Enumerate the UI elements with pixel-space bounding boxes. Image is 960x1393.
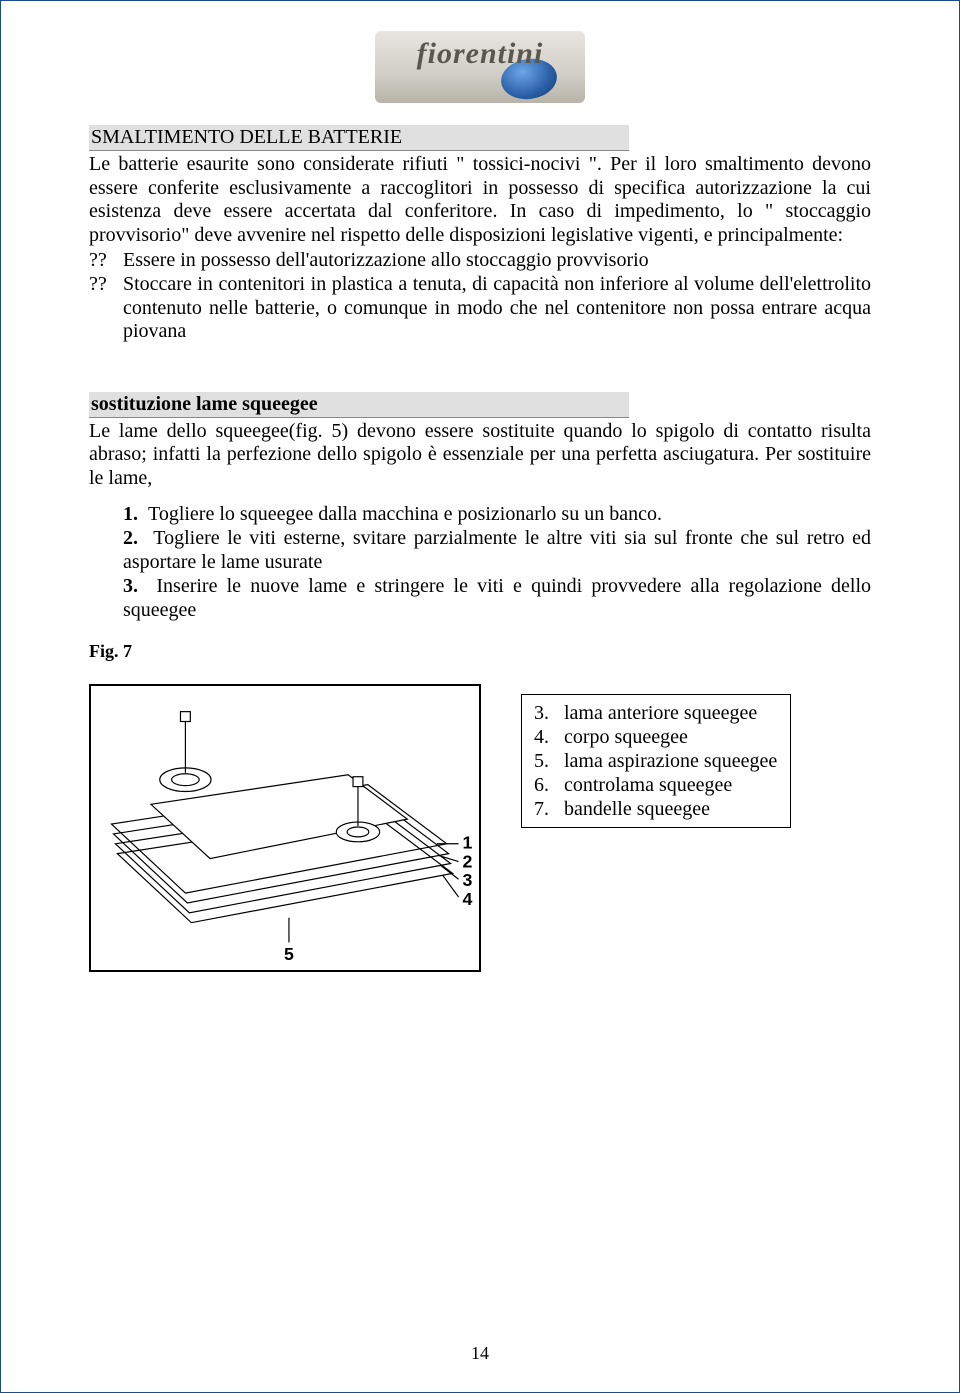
section-1-paragraph: Le batterie esaurite sono considerate ri…	[89, 153, 871, 247]
step-text: Togliere lo squeegee dalla macchina e po…	[148, 503, 662, 525]
figure-label: Fig. 7	[89, 641, 871, 662]
figure-legend: 3. lama anteriore squeegee 4. corpo sque…	[521, 694, 791, 828]
figure-row: 1 2 3 4 5 3. lama anteriore squeegee 4. …	[89, 684, 871, 972]
brand-logo	[375, 31, 585, 103]
section-2-paragraph: Le lame dello squeegee(fig. 5) devono es…	[89, 420, 871, 491]
section-1-bullets: Essere in possesso dell'autorizzazione a…	[89, 249, 871, 343]
legend-item: 4. corpo squeegee	[534, 725, 778, 749]
step-item: 1. Togliere lo squeegee dalla macchina e…	[113, 503, 871, 527]
legend-item: 7. bandelle squeegee	[534, 797, 778, 821]
section-2-steps: 1. Togliere lo squeegee dalla macchina e…	[89, 503, 871, 623]
section-1-heading: SMALTIMENTO DELLE BATTERIE	[89, 125, 629, 151]
figure-diagram: 1 2 3 4 5	[89, 684, 481, 972]
bullet-item: Essere in possesso dell'autorizzazione a…	[113, 249, 871, 273]
legend-item: 3. lama anteriore squeegee	[534, 701, 778, 725]
step-item: 2. Togliere le viti esterne, svitare par…	[113, 527, 871, 574]
section-2-heading: sostituzione lame squeegee	[89, 392, 629, 418]
squeegee-diagram-svg: 1 2 3 4 5	[91, 686, 479, 970]
globe-icon	[498, 55, 559, 102]
legend-item: 5. lama aspirazione squeegee	[534, 749, 778, 773]
callout-4: 4	[462, 888, 472, 908]
callout-1: 1	[462, 832, 472, 852]
callout-5: 5	[284, 944, 294, 964]
legend-item: 6. controlama squeegee	[534, 773, 778, 797]
step-text: Inserire le nuove lame e stringere le vi…	[123, 575, 871, 621]
step-item: 3. Inserire le nuove lame e stringere le…	[113, 575, 871, 622]
step-text: Togliere le viti esterne, svitare parzia…	[123, 527, 871, 573]
page-frame: SMALTIMENTO DELLE BATTERIE Le batterie e…	[0, 0, 960, 1393]
page-number: 14	[1, 1343, 959, 1364]
callout-3: 3	[462, 870, 472, 890]
callout-2: 2	[462, 851, 472, 871]
bullet-item: Stoccare in contenitori in plastica a te…	[113, 273, 871, 344]
